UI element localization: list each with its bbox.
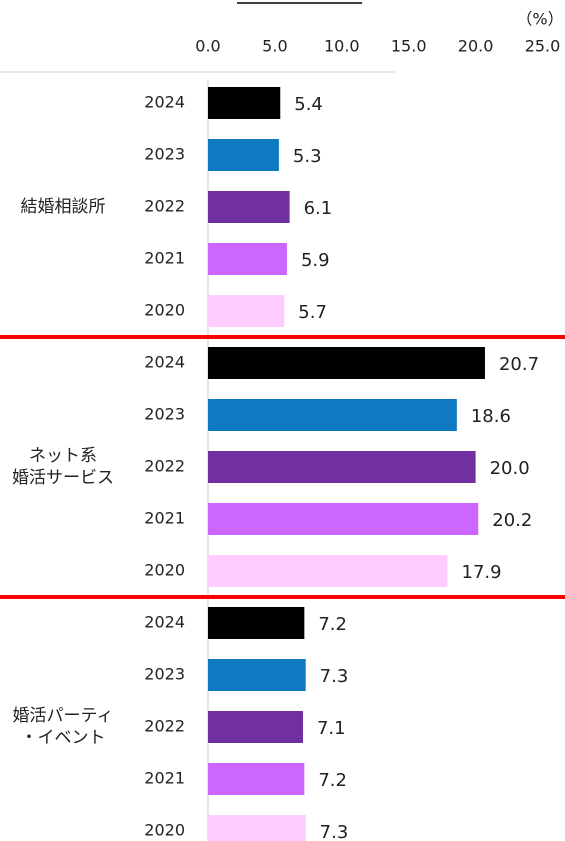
group-label: ネット系 <box>29 446 97 466</box>
year-label: 2023 <box>144 405 185 424</box>
year-label: 2022 <box>144 457 185 476</box>
x-tick-label: 15.0 <box>391 37 427 56</box>
bar <box>208 607 305 639</box>
value-label: 20.7 <box>499 354 539 375</box>
value-label: 20.0 <box>490 458 530 479</box>
bar <box>208 555 448 587</box>
bar <box>208 347 485 379</box>
value-label: 18.6 <box>471 406 511 427</box>
value-label: 7.2 <box>318 770 347 791</box>
group-label: 婚活サービス <box>12 468 114 488</box>
year-label: 2023 <box>144 665 185 684</box>
group-label: 結婚相談所 <box>21 197 106 217</box>
unit-label: （%） <box>516 10 563 29</box>
x-tick-label: 0.0 <box>195 37 220 56</box>
x-tick-label: 10.0 <box>324 37 360 56</box>
year-label: 2024 <box>144 613 185 632</box>
value-label: 6.1 <box>304 198 333 219</box>
value-label: 7.2 <box>318 614 347 635</box>
value-label: 20.2 <box>492 510 532 531</box>
bar <box>208 763 305 795</box>
year-label: 2022 <box>144 197 185 216</box>
bar <box>208 659 306 691</box>
bar <box>208 399 457 431</box>
year-label: 2020 <box>144 821 185 840</box>
x-tick-label: 20.0 <box>458 37 494 56</box>
bar <box>208 295 285 327</box>
bar <box>208 503 479 535</box>
bar <box>208 711 303 743</box>
value-label: 7.1 <box>317 718 346 739</box>
group-label: ・イベント <box>21 728 106 748</box>
x-tick-label: 25.0 <box>525 37 561 56</box>
bar <box>208 87 281 119</box>
year-label: 2020 <box>144 561 185 580</box>
value-label: 5.3 <box>293 146 322 167</box>
year-label: 2024 <box>144 353 185 372</box>
year-label: 2024 <box>144 93 185 112</box>
bar <box>208 191 290 223</box>
value-label: 17.9 <box>462 562 502 583</box>
value-label: 5.9 <box>301 250 330 271</box>
year-label: 2022 <box>144 717 185 736</box>
value-label: 7.3 <box>320 822 349 841</box>
year-label: 2023 <box>144 145 185 164</box>
value-label: 5.4 <box>294 94 323 115</box>
year-label: 2021 <box>144 509 185 528</box>
bar <box>208 243 287 275</box>
bar <box>208 451 476 483</box>
bar <box>208 815 306 841</box>
x-tick-label: 5.0 <box>262 37 287 56</box>
value-label: 7.3 <box>320 666 349 687</box>
year-label: 2021 <box>144 769 185 788</box>
value-label: 5.7 <box>298 302 327 323</box>
year-label: 2020 <box>144 301 185 320</box>
bar <box>208 139 279 171</box>
group-label: 婚活パーティ <box>13 706 114 726</box>
year-label: 2021 <box>144 249 185 268</box>
